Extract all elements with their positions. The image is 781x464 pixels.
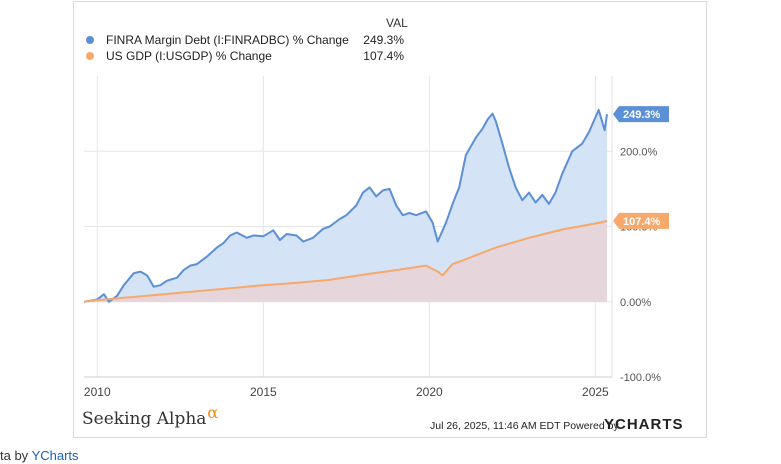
data-credit: ta by YCharts — [0, 448, 79, 463]
footer-timestamp: Jul 26, 2025, 11:46 AM EDT Powered by — [430, 420, 619, 432]
end-label-badge-0 — [613, 106, 669, 123]
series-area-0 — [84, 109, 607, 302]
x-tick-label-2: 2020 — [416, 385, 443, 399]
legend-value-gdp: 107.4% — [363, 49, 404, 63]
y-tick-label-0: 200.0% — [620, 146, 658, 158]
seeking-alpha-logo[interactable]: Seeking Alphaα — [82, 403, 218, 429]
series-area-1 — [84, 220, 607, 302]
series-line-1 — [83, 219, 608, 303]
label-layer: 249.3% 107.4% — [613, 106, 669, 229]
y-tick-label-2: 0.00% — [620, 297, 651, 309]
legend-name-margin-debt: FINRA Margin Debt (I:FINRADBC) % Change — [106, 33, 349, 47]
brand-text: Seeking Alpha — [82, 409, 207, 429]
y-tick-label-3: -100.0% — [620, 372, 661, 384]
legend-dot-margin-debt — [86, 36, 94, 44]
line-layer — [83, 108, 608, 303]
area-layer — [84, 109, 607, 302]
end-label-text-1: 107.4% — [623, 216, 661, 228]
legend-value-margin-debt: 249.3% — [363, 33, 404, 47]
x-tick-label-0: 2010 — [84, 385, 111, 399]
ycharts-logo[interactable]: YCHARTS — [604, 416, 684, 433]
legend-item-gdp[interactable]: US GDP (I:USGDP) % Change 107.4% — [86, 48, 416, 64]
series-line-0 — [83, 108, 608, 303]
end-label-text-0: 249.3% — [623, 109, 661, 121]
end-label-badge-1 — [613, 212, 669, 229]
x-tick-label-3: 2025 — [582, 385, 609, 399]
credit-prefix: ta by — [0, 448, 29, 463]
alpha-mark: α — [207, 403, 219, 422]
legend-dot-gdp — [86, 52, 94, 60]
legend-item-margin-debt[interactable]: FINRA Margin Debt (I:FINRADBC) % Change … — [86, 32, 416, 48]
legend-name-gdp: US GDP (I:USGDP) % Change — [106, 49, 272, 63]
x-tick-label-1: 2015 — [250, 385, 277, 399]
legend-header: VAL — [386, 16, 408, 30]
ycharts-link[interactable]: YCharts — [31, 448, 79, 463]
